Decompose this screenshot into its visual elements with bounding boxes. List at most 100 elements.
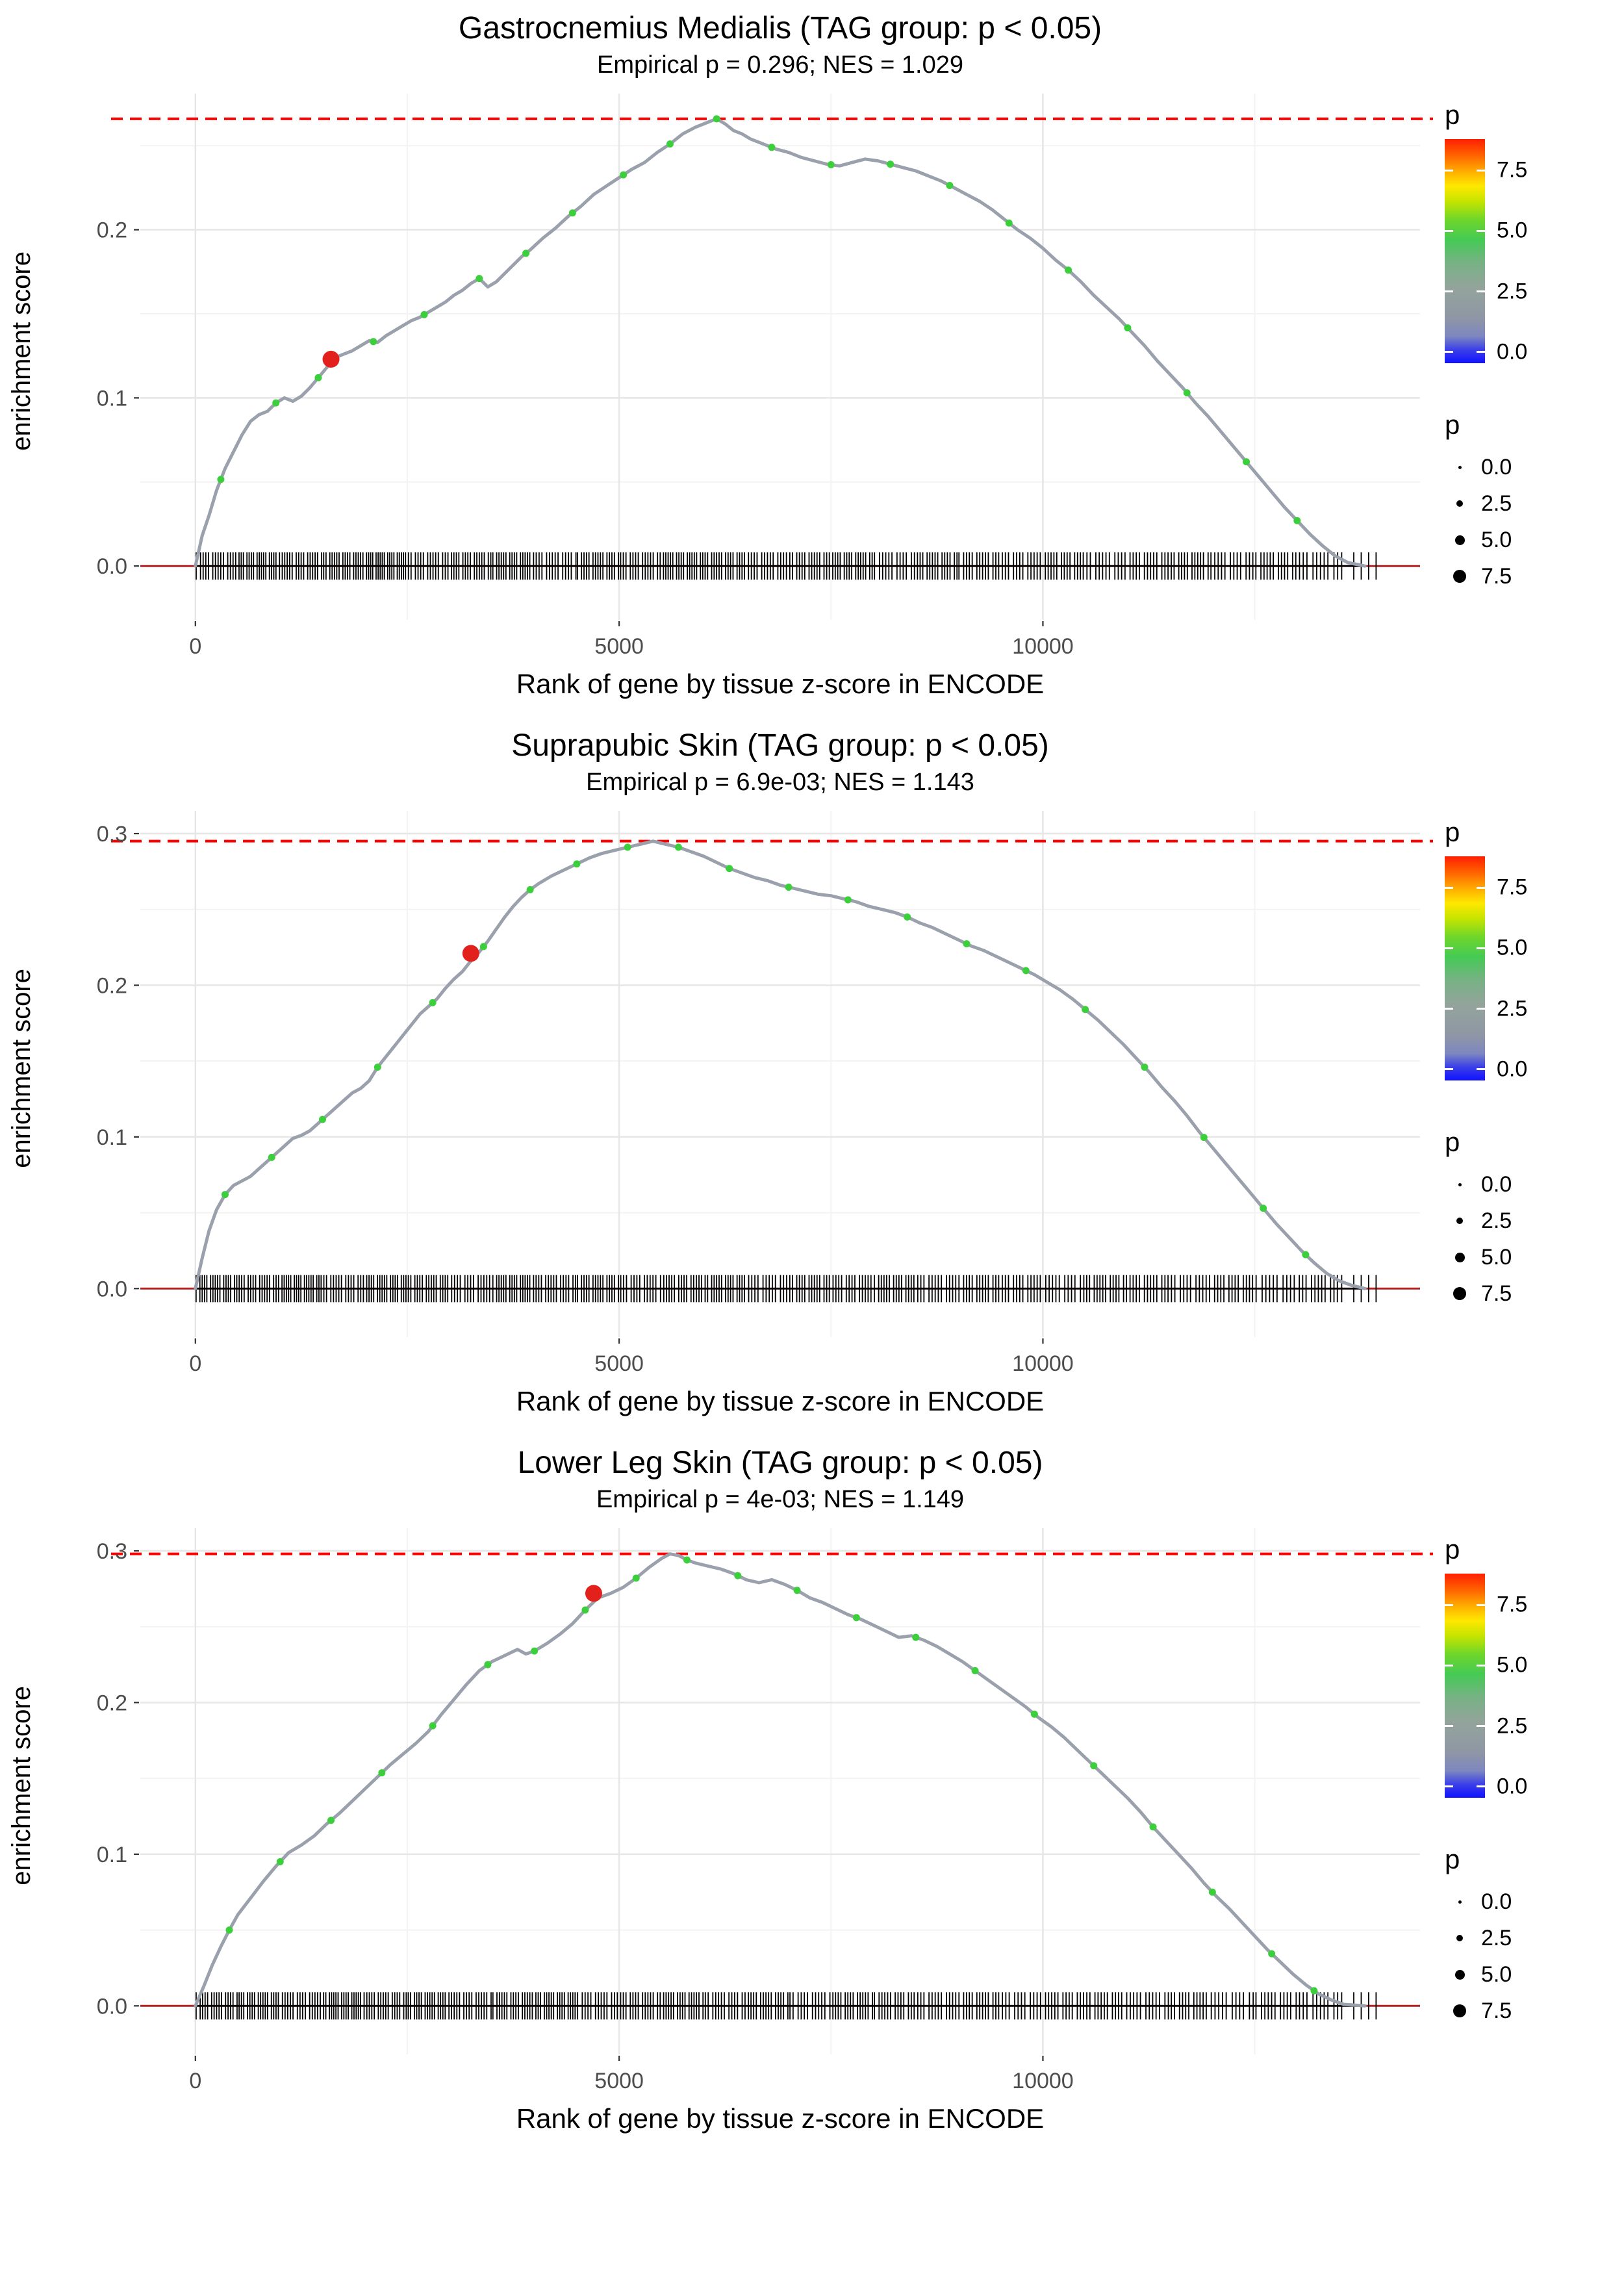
size-legend-label: 5.0 bbox=[1481, 1961, 1512, 1987]
chart-row: enrichment score 0.0 0.1 0.2 0 5000 10000 p 7… bbox=[0, 82, 1624, 667]
svg-text:0.0: 0.0 bbox=[97, 1277, 127, 1301]
colorbar-tick-label: 2.5 bbox=[1497, 996, 1528, 1021]
colorbar-tick bbox=[1477, 1725, 1485, 1728]
colorbar-tick bbox=[1477, 1785, 1485, 1788]
size-legend-item: 5.0 bbox=[1445, 1956, 1615, 1993]
svg-text:0.0: 0.0 bbox=[97, 554, 127, 579]
leading-edge-point bbox=[322, 350, 340, 368]
size-legend: 0.0 2.5 5.0 7.5 bbox=[1445, 449, 1615, 594]
color-legend-title: p bbox=[1445, 99, 1460, 130]
size-legend-item: 2.5 bbox=[1445, 1203, 1615, 1239]
svg-text:0.2: 0.2 bbox=[97, 218, 127, 243]
size-legend-label: 2.5 bbox=[1481, 1925, 1512, 1950]
size-legend: 0.0 2.5 5.0 7.5 bbox=[1445, 1884, 1615, 2029]
svg-text:0.3: 0.3 bbox=[97, 1539, 127, 1564]
size-legend-item: 0.0 bbox=[1445, 1166, 1615, 1203]
size-legend-dot-icon bbox=[1456, 1935, 1463, 1941]
gene-points bbox=[221, 843, 1310, 1258]
enrichment-panel-lower-leg-skin: Lower Leg Skin (TAG group: p < 0.05) Emp… bbox=[0, 1435, 1624, 2136]
colorbar-tick bbox=[1445, 290, 1453, 293]
size-legend-item: 7.5 bbox=[1445, 558, 1615, 594]
size-legend-title: p bbox=[1445, 409, 1460, 440]
x-axis-label: Rank of gene by tissue z-score in ENCODE bbox=[516, 1386, 1045, 1416]
gridlines bbox=[140, 811, 1420, 1337]
svg-text:0.1: 0.1 bbox=[97, 1125, 127, 1150]
y-axis-label-column: enrichment score bbox=[0, 799, 43, 1384]
size-legend-title: p bbox=[1445, 1844, 1460, 1874]
size-legend-item: 5.0 bbox=[1445, 1239, 1615, 1275]
size-legend-label: 2.5 bbox=[1481, 491, 1512, 516]
y-axis-label-column: enrichment score bbox=[0, 1516, 43, 2101]
colorbar-tick bbox=[1445, 1785, 1453, 1788]
y-axis-label: enrichment score bbox=[6, 251, 36, 451]
colorbar-tick-label: 2.5 bbox=[1497, 279, 1528, 304]
enrichment-plot: 0.0 0.1 0.2 0.3 0 5000 10000 bbox=[97, 1528, 1433, 2093]
gridlines bbox=[140, 1528, 1420, 2054]
svg-text:0.1: 0.1 bbox=[97, 1843, 127, 1867]
color-legend: 7.5 5.0 2.5 0.0 bbox=[1445, 856, 1614, 1081]
chart-row: enrichment score 0.0 0.1 0.2 0.3 0 5000 10000 … bbox=[0, 1516, 1624, 2101]
colorbar-gradient bbox=[1445, 139, 1485, 363]
gene-points bbox=[217, 115, 1301, 524]
size-legend-label: 0.0 bbox=[1481, 1171, 1512, 1197]
size-legend-dot-icon bbox=[1454, 1969, 1465, 1980]
colorbar-tick bbox=[1477, 1008, 1485, 1010]
color-legend: 7.5 5.0 2.5 0.0 bbox=[1445, 139, 1614, 364]
size-legend-dot-icon bbox=[1454, 1252, 1465, 1262]
axis-ticks-and-labels: 0.0 0.1 0.2 0.3 0 5000 10000 bbox=[97, 822, 1074, 1376]
x-axis-label: Rank of gene by tissue z-score in ENCODE bbox=[516, 669, 1045, 699]
size-legend-label: 7.5 bbox=[1481, 1998, 1512, 2023]
legend-column: p 7.5 5.0 2.5 0.0 p 0.0 2.5 5.0 7.5 bbox=[1433, 1516, 1615, 2101]
size-legend-label: 7.5 bbox=[1481, 1281, 1512, 1306]
colorbar-tick bbox=[1445, 947, 1453, 949]
colorbar-tick bbox=[1477, 1664, 1485, 1667]
colorbar-tick bbox=[1477, 351, 1485, 353]
size-legend-dot-icon bbox=[1453, 1287, 1466, 1300]
legend-column: p 7.5 5.0 2.5 0.0 p 0.0 2.5 5.0 7.5 bbox=[1433, 82, 1615, 667]
size-legend-label: 2.5 bbox=[1481, 1208, 1512, 1233]
size-legend-dot-icon bbox=[1458, 465, 1462, 469]
colorbar-tick-label: 5.0 bbox=[1497, 935, 1528, 960]
chart-header: Lower Leg Skin (TAG group: p < 0.05) Emp… bbox=[127, 1444, 1433, 1516]
size-legend-item: 0.0 bbox=[1445, 1884, 1615, 1920]
axis-ticks-and-labels: 0.0 0.1 0.2 0.3 0 5000 10000 bbox=[97, 1539, 1074, 2093]
colorbar-tick bbox=[1445, 1068, 1453, 1071]
svg-text:0.2: 0.2 bbox=[97, 1691, 127, 1715]
size-legend-item: 0.0 bbox=[1445, 449, 1615, 485]
legend-column: p 7.5 5.0 2.5 0.0 p 0.0 2.5 5.0 7.5 bbox=[1433, 799, 1615, 1384]
colorbar-gradient bbox=[1445, 1574, 1485, 1798]
enrichment-curve bbox=[194, 1552, 1367, 2008]
size-legend-item: 5.0 bbox=[1445, 522, 1615, 558]
svg-text:5000: 5000 bbox=[594, 634, 644, 659]
y-axis-label-column: enrichment score bbox=[0, 82, 43, 667]
chart-subtitle: Empirical p = 0.296; NES = 1.029 bbox=[597, 51, 963, 79]
svg-text:0.2: 0.2 bbox=[97, 973, 127, 998]
colorbar-tick bbox=[1445, 351, 1453, 353]
size-legend-label: 0.0 bbox=[1481, 454, 1512, 479]
size-legend-dot-icon bbox=[1453, 2004, 1466, 2017]
colorbar-tick bbox=[1445, 1725, 1453, 1728]
enrichment-panel-gastrocnemius: Gastrocnemius Medialis (TAG group: p < 0… bbox=[0, 0, 1624, 702]
enrichment-curve bbox=[194, 117, 1367, 568]
colorbar-tick bbox=[1445, 1664, 1453, 1667]
colorbar-tick-label: 5.0 bbox=[1497, 1652, 1528, 1678]
leading-edge-point bbox=[585, 1585, 602, 1602]
svg-text:5000: 5000 bbox=[594, 2069, 644, 2093]
size-legend-item: 2.5 bbox=[1445, 485, 1615, 522]
colorbar-tick bbox=[1477, 1068, 1485, 1071]
svg-text:0.1: 0.1 bbox=[97, 386, 127, 411]
size-legend-dot-icon bbox=[1453, 570, 1466, 583]
colorbar-tick bbox=[1445, 1603, 1453, 1606]
gene-rug bbox=[196, 552, 1377, 580]
svg-text:0: 0 bbox=[189, 634, 201, 659]
enrichment-panel-suprapubic-skin: Suprapubic Skin (TAG group: p < 0.05) Em… bbox=[0, 717, 1624, 1419]
axis-ticks-and-labels: 0.0 0.1 0.2 0 5000 10000 bbox=[97, 218, 1074, 659]
colorbar-tick-label: 0.0 bbox=[1497, 1774, 1528, 1799]
size-legend-label: 0.0 bbox=[1481, 1889, 1512, 1914]
gene-points bbox=[225, 1556, 1318, 1995]
size-legend-dot-icon bbox=[1456, 1218, 1463, 1224]
size-legend-dot-icon bbox=[1456, 500, 1463, 507]
gene-rug bbox=[196, 1992, 1377, 2020]
colorbar-tick bbox=[1445, 229, 1453, 232]
size-legend-dot-icon bbox=[1458, 1900, 1462, 1904]
